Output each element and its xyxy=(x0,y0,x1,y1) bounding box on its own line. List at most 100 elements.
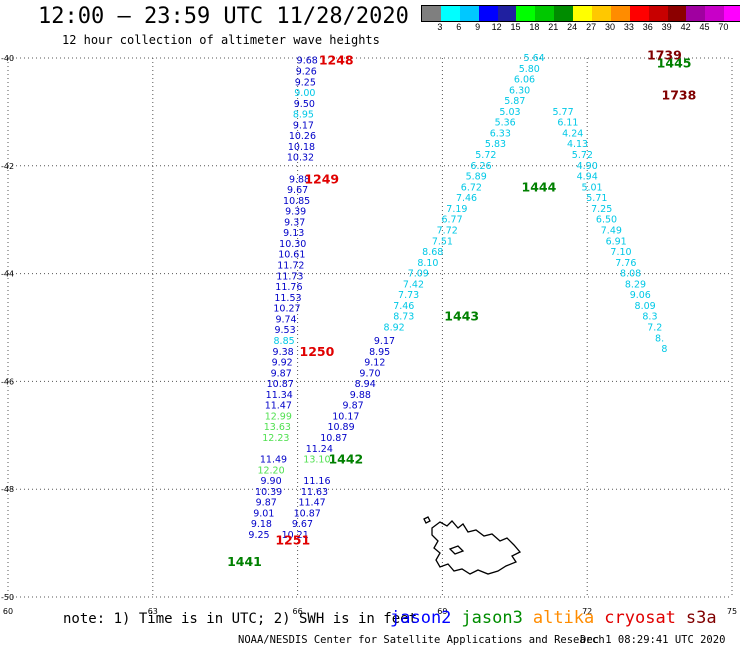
colorbar-label: 33 xyxy=(623,22,634,32)
pass-time-label: 1251 xyxy=(275,532,310,547)
wave-height-label: 9.50 xyxy=(294,99,315,110)
wave-height-label: 6.30 xyxy=(509,85,530,96)
pass-time-label: 1250 xyxy=(300,344,335,359)
wave-height-label: 8. xyxy=(655,333,664,344)
colorbar-label: 70 xyxy=(718,22,729,32)
wave-height-label: 11.63 xyxy=(301,487,328,498)
wave-height-label: 9.38 xyxy=(273,347,294,358)
colorbar-label: 42 xyxy=(680,22,691,32)
wave-height-label: 9.06 xyxy=(630,290,651,301)
lat-label: -50 xyxy=(1,593,14,602)
lat-label: -44 xyxy=(1,270,14,279)
wave-height-label: 9.87 xyxy=(256,498,277,509)
colorbar-cell xyxy=(686,6,706,21)
satellite-legend: jason2 jason3 altika cryosat s3a xyxy=(390,608,727,628)
wave-height-label: 9.67 xyxy=(292,519,313,530)
wave-height-label: 7.09 xyxy=(408,269,429,280)
wave-height-label: 7.73 xyxy=(398,290,419,301)
wave-height-label: 5.71 xyxy=(586,193,607,204)
wave-height-label: 6.50 xyxy=(596,215,617,226)
wave-height-label: 5.83 xyxy=(485,139,506,150)
colorbar-label: 15 xyxy=(510,22,521,32)
wave-height-label: 10.17 xyxy=(332,411,359,422)
wave-height-label: 4.94 xyxy=(577,172,598,183)
wave-height-label: 10.27 xyxy=(273,304,300,315)
wave-height-label: 10.26 xyxy=(289,131,316,142)
wave-height-label: 9.90 xyxy=(260,476,281,487)
wave-height-label: 8.95 xyxy=(293,110,314,121)
island-outline xyxy=(423,516,522,575)
wave-height-label: 5.72 xyxy=(572,150,593,161)
wave-height-label: 7.10 xyxy=(610,247,631,258)
colorbar-label: 24 xyxy=(567,22,578,32)
colorbar-cell xyxy=(610,6,630,21)
wave-height-label: 9.87 xyxy=(343,401,364,412)
wave-height-label: 8.29 xyxy=(625,279,646,290)
colorbar-cell xyxy=(573,6,593,21)
pass-time-label: 1444 xyxy=(522,179,557,194)
wave-height-label: 6.72 xyxy=(461,182,482,193)
colorbar-cell xyxy=(440,6,460,21)
colorbar-cell xyxy=(592,6,611,21)
wave-height-label: 13.10 xyxy=(303,455,330,466)
wave-height-label: 10.87 xyxy=(267,379,294,390)
wave-height-label: 5.80 xyxy=(519,64,540,75)
page-subtitle: 12 hour collection of altimeter wave hei… xyxy=(62,33,380,47)
wave-height-label: 11.76 xyxy=(275,282,302,293)
wave-height-label: 11.49 xyxy=(260,455,287,466)
satellite-legend-s3a: s3a xyxy=(685,608,717,628)
wave-height-label: 6.33 xyxy=(490,128,511,139)
wave-height-label: 6.91 xyxy=(606,236,627,247)
wave-height-label: 10.89 xyxy=(327,422,354,433)
colorbar-label: 18 xyxy=(529,22,540,32)
wave-height-label: 8.94 xyxy=(355,379,376,390)
wave-height-label: 7.2 xyxy=(647,323,662,334)
wave-height-label: 8.92 xyxy=(384,323,405,334)
wave-height-label: 4.13 xyxy=(567,139,588,150)
colorbar-cell xyxy=(535,6,555,21)
wave-height-label: 12.20 xyxy=(257,465,284,476)
wave-height-label: 11.47 xyxy=(265,401,292,412)
wave-height-label: 9.26 xyxy=(296,66,317,77)
pass-time-label: 1442 xyxy=(328,452,363,467)
wave-height-label: 8.68 xyxy=(422,247,443,258)
wave-height-label: 9.25 xyxy=(295,77,316,88)
colorbar-label: 9 xyxy=(475,22,481,32)
wave-height-label: 6.26 xyxy=(470,161,491,172)
wave-height-label: 6.06 xyxy=(514,75,535,86)
wave-height-label: 8 xyxy=(661,344,667,355)
wave-height-label: 9.37 xyxy=(284,217,305,228)
wave-height-label: 9.92 xyxy=(272,358,293,369)
wave-height-label: 9.25 xyxy=(248,530,269,541)
pass-time-label: 1445 xyxy=(657,55,692,70)
wave-height-label: 7.76 xyxy=(615,258,636,269)
colorbar-cell xyxy=(667,6,687,21)
lon-label: 66 xyxy=(293,607,303,616)
wave-height-label: 9.12 xyxy=(364,358,385,369)
wave-height-label: 10.61 xyxy=(278,250,305,261)
pass-time-label: 1248 xyxy=(319,53,354,68)
lon-label: 60 xyxy=(3,607,13,616)
wave-height-label: 9.87 xyxy=(271,368,292,379)
wave-height-label: 7.72 xyxy=(437,225,458,236)
wave-height-label: 9.53 xyxy=(274,325,295,336)
colorbar-label: 21 xyxy=(548,22,559,32)
lon-label: 63 xyxy=(148,607,158,616)
wave-height-label: 7.25 xyxy=(591,204,612,215)
wave-height-label: 4.90 xyxy=(577,161,598,172)
wave-height-label: 5.36 xyxy=(495,118,516,129)
pass-time-label: 1739 xyxy=(647,47,682,62)
footer-note: note: 1) Time is in UTC; 2) SWH is in fe… xyxy=(63,611,418,627)
pass-time-label: 1738 xyxy=(662,88,697,103)
lon-label: 69 xyxy=(437,607,447,616)
wave-height-label: 8.85 xyxy=(274,336,295,347)
color-scale-bar xyxy=(421,5,740,22)
pass-time-label: 1249 xyxy=(304,171,339,186)
wave-height-label: 4.24 xyxy=(562,128,583,139)
wave-height-label: 8.09 xyxy=(635,301,656,312)
wave-height-label: 5.72 xyxy=(475,150,496,161)
colorbar-label: 27 xyxy=(586,22,597,32)
wave-height-label: 11.73 xyxy=(276,271,303,282)
wave-height-label: 8.3 xyxy=(642,312,657,323)
